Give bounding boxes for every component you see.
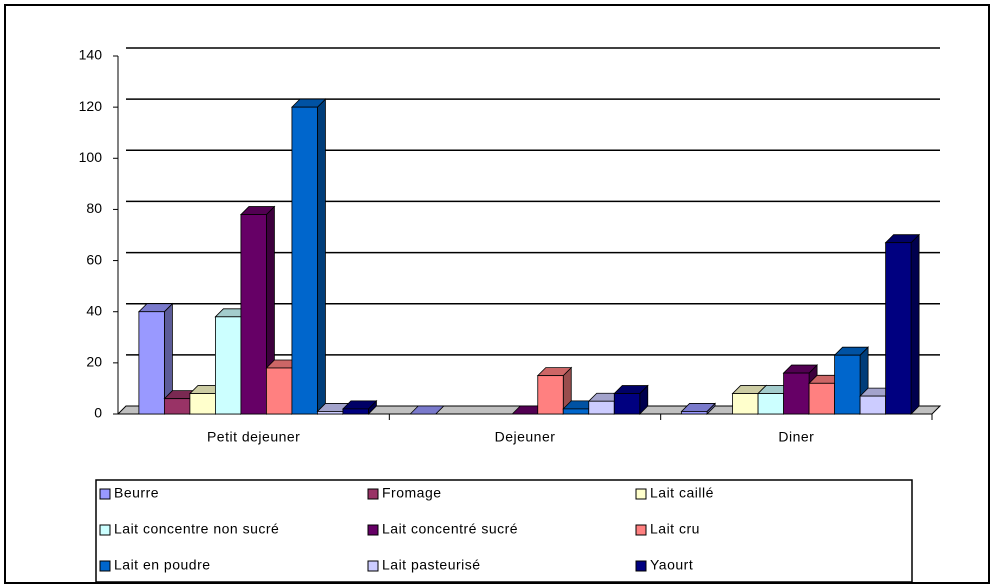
legend-label: Lait concentré sucré	[382, 521, 518, 537]
legend-swatch	[367, 560, 379, 572]
bar-front	[588, 400, 615, 415]
legend-swatch	[635, 524, 647, 536]
y-tick-label: 60	[86, 251, 102, 267]
legend-label: Fromage	[382, 485, 442, 501]
bar-front	[342, 408, 369, 415]
bar-top	[409, 405, 445, 415]
bar	[341, 399, 378, 415]
bar	[137, 302, 174, 415]
bar	[833, 346, 870, 415]
y-tick-label: 140	[79, 47, 103, 63]
legend-label: Lait cru	[650, 521, 700, 537]
bar	[613, 384, 649, 415]
bar-front	[189, 393, 216, 415]
legend-swatch	[367, 488, 379, 500]
legend-swatch	[99, 560, 111, 572]
bar-side	[910, 233, 920, 415]
bar-front	[215, 316, 242, 415]
bar-front	[537, 375, 564, 415]
bar-front	[808, 382, 835, 415]
bar-front	[266, 367, 293, 415]
y-tick-label: 20	[86, 354, 102, 370]
bar-side	[317, 98, 326, 415]
x-tick-label: Diner	[778, 429, 814, 445]
x-tick-label: Dejeuner	[495, 429, 556, 445]
bar-front	[317, 411, 344, 415]
legend-label: Lait en poudre	[114, 557, 211, 573]
bar-front	[613, 393, 641, 415]
bar-front	[757, 393, 784, 415]
bar-front	[859, 395, 887, 415]
bar-front	[562, 408, 590, 415]
legend-swatch	[99, 524, 111, 536]
y-tick-label: 120	[79, 98, 103, 114]
legend-swatch	[635, 488, 647, 500]
bar-front	[240, 214, 267, 415]
bar	[409, 405, 445, 415]
bar	[290, 98, 327, 415]
legend-swatch	[99, 488, 111, 500]
legend-label: Beurre	[114, 485, 159, 501]
legend-label: Lait pasteurisé	[382, 557, 481, 573]
bar	[884, 233, 921, 415]
legend-swatch	[635, 560, 647, 572]
bar-front	[163, 398, 191, 415]
bar	[536, 366, 573, 415]
legend-label: Lait caillé	[650, 485, 714, 501]
y-tick-label: 40	[86, 302, 102, 318]
bar-front	[138, 311, 165, 415]
legend-box	[95, 479, 913, 583]
bar-front	[732, 393, 759, 415]
y-tick-label: 0	[94, 405, 102, 421]
bar-front	[291, 106, 318, 415]
y-tick-label: 80	[86, 200, 102, 216]
legend-swatch	[367, 524, 379, 536]
x-tick-label: Petit dejeuner	[207, 429, 300, 445]
legend-label: Yaourt	[650, 557, 693, 573]
bar-front	[783, 372, 810, 415]
bar	[680, 402, 717, 415]
bar-front	[885, 242, 912, 415]
bar-front	[834, 354, 861, 415]
bar-front	[681, 411, 708, 415]
legend-label: Lait concentre non sucré	[114, 521, 279, 537]
y-tick-label: 100	[79, 149, 103, 165]
